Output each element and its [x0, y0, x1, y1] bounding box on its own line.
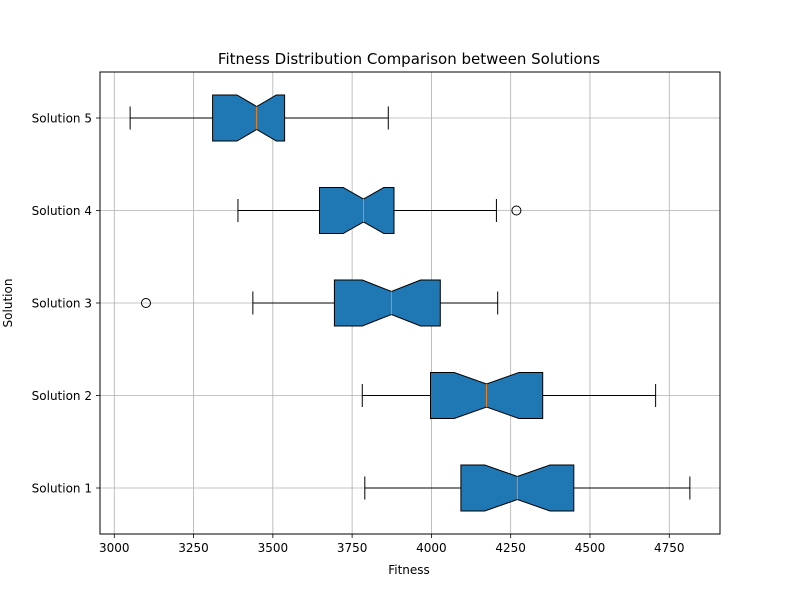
- y-tick-label: Solution 1: [32, 482, 92, 496]
- box-4: [237, 187, 522, 234]
- axes: 3000 3250 3500 3750 4000 4250 4500 4750 Solution…: [32, 112, 685, 556]
- notched-box: [212, 94, 286, 142]
- outlier-point: [140, 298, 151, 308]
- x-tick-label: 4250: [495, 541, 526, 555]
- notched-box: [319, 187, 395, 234]
- y-axis-label: Solution: [1, 279, 15, 328]
- x-tick-label: 4750: [654, 541, 685, 555]
- y-tick-label: Solution 5: [32, 112, 92, 126]
- y-tick-label: Solution 3: [32, 297, 92, 311]
- box-5: [129, 94, 389, 142]
- x-tick-label: 3500: [258, 541, 289, 555]
- box-1: [364, 464, 691, 512]
- notched-box: [333, 279, 441, 327]
- box-3: [140, 279, 499, 327]
- box-2: [361, 372, 657, 419]
- x-axis-label: Fitness: [388, 563, 430, 577]
- y-tick-label: Solution 4: [32, 204, 92, 218]
- x-tick-label: 3750: [337, 541, 368, 555]
- y-tick-label: Solution 2: [32, 389, 92, 403]
- x-tick-label: 4500: [575, 541, 606, 555]
- x-tick-label: 3250: [178, 541, 209, 555]
- outlier-point: [511, 205, 522, 216]
- x-tick-label: 4000: [416, 541, 447, 555]
- x-tick-label: 3000: [99, 541, 130, 555]
- box-series: [129, 94, 691, 512]
- chart-title: Fitness Distribution Comparison between …: [218, 50, 600, 68]
